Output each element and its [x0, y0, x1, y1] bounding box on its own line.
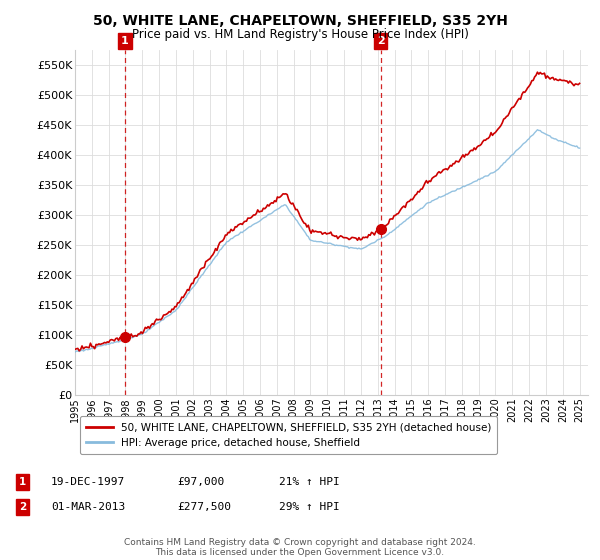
Text: 2: 2 [377, 36, 385, 46]
Text: 21% ↑ HPI: 21% ↑ HPI [279, 477, 340, 487]
Text: 2: 2 [19, 502, 26, 512]
Text: 50, WHITE LANE, CHAPELTOWN, SHEFFIELD, S35 2YH: 50, WHITE LANE, CHAPELTOWN, SHEFFIELD, S… [92, 14, 508, 28]
Legend: 50, WHITE LANE, CHAPELTOWN, SHEFFIELD, S35 2YH (detached house), HPI: Average pr: 50, WHITE LANE, CHAPELTOWN, SHEFFIELD, S… [80, 416, 497, 455]
Text: 01-MAR-2013: 01-MAR-2013 [51, 502, 125, 512]
Text: £277,500: £277,500 [177, 502, 231, 512]
Text: 1: 1 [19, 477, 26, 487]
Text: 29% ↑ HPI: 29% ↑ HPI [279, 502, 340, 512]
Text: 19-DEC-1997: 19-DEC-1997 [51, 477, 125, 487]
Text: £97,000: £97,000 [177, 477, 224, 487]
Text: Contains HM Land Registry data © Crown copyright and database right 2024.
This d: Contains HM Land Registry data © Crown c… [124, 538, 476, 557]
Text: 1: 1 [121, 36, 129, 46]
Text: Price paid vs. HM Land Registry's House Price Index (HPI): Price paid vs. HM Land Registry's House … [131, 28, 469, 41]
